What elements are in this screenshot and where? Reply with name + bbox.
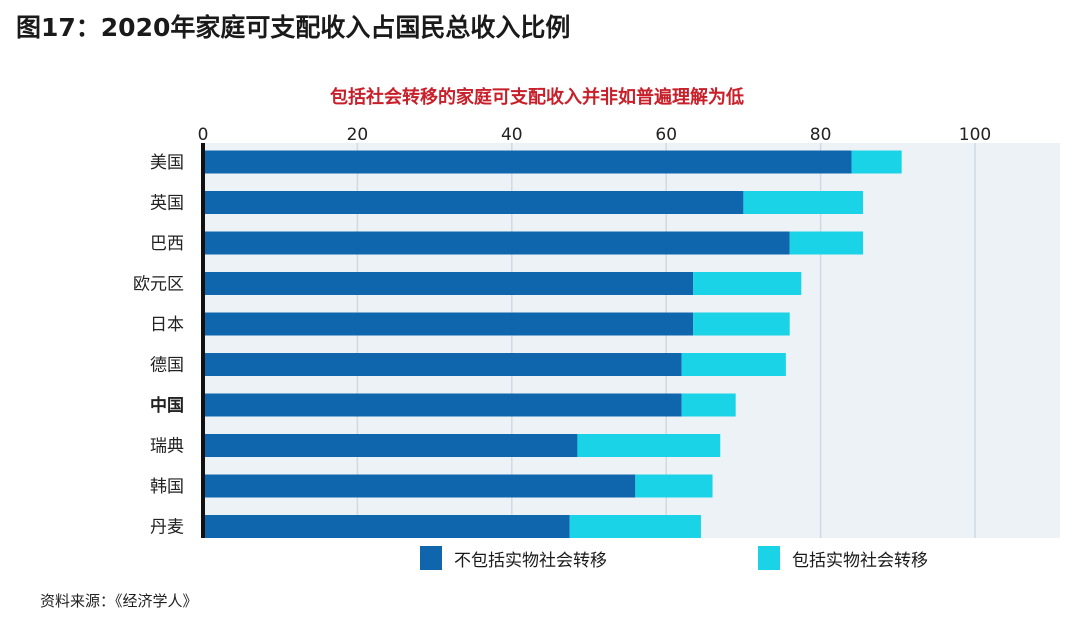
bar-excluding [203, 231, 790, 255]
category-label: 英国 [150, 194, 184, 214]
bar-including [693, 272, 802, 295]
source-note: 资料来源：《经济学人》 [40, 592, 198, 610]
chart-title: 包括社会转移的家庭可支配收入并非如普遍理解为低 [330, 87, 744, 108]
legend-swatch-including [758, 546, 780, 570]
bars [203, 150, 902, 538]
category-label: 德国 [150, 356, 184, 376]
bar-including [851, 150, 902, 174]
bar-excluding [203, 272, 694, 295]
x-tick-label: 80 [810, 125, 832, 145]
category-label: 韩国 [150, 477, 184, 497]
bar-excluding [203, 474, 636, 498]
bar-including [693, 312, 790, 336]
legend-label-including: 包括实物社会转移 [792, 550, 928, 571]
legend-label-excluding: 不包括实物社会转移 [454, 550, 607, 571]
bar-including [681, 353, 786, 376]
figure-title: 图17：2020年家庭可支配收入占国民总收入比例 [16, 13, 571, 42]
x-tick-label: 60 [655, 125, 677, 145]
bar-excluding [203, 434, 578, 457]
category-label: 瑞典 [150, 437, 184, 457]
x-axis-ticks: 0 20 40 60 80 100 [198, 125, 992, 145]
x-tick-label: 40 [501, 125, 523, 145]
legend-item-excluding: 不包括实物社会转移 [420, 545, 607, 571]
x-tick-label: 20 [347, 125, 369, 145]
bar-including [743, 191, 864, 214]
bar-including [577, 434, 721, 457]
bar-excluding [203, 312, 694, 336]
x-tick-label: 100 [959, 125, 991, 145]
bar-excluding [203, 515, 570, 538]
bar-excluding [203, 191, 744, 214]
category-label: 日本 [150, 315, 184, 335]
category-label: 丹麦 [150, 518, 184, 538]
category-label: 欧元区 [133, 275, 184, 295]
x-tick-label: 0 [198, 125, 209, 145]
category-label: 美国 [150, 153, 184, 173]
bar-including [569, 515, 701, 538]
bar-excluding [203, 353, 682, 376]
legend-swatch-excluding [420, 546, 442, 570]
bar-including [789, 231, 864, 255]
legend-item-including: 包括实物社会转移 [758, 545, 928, 571]
category-label: 巴西 [150, 234, 184, 254]
bar-including [635, 474, 713, 498]
category-label: 中国 [150, 395, 184, 416]
bar-including [681, 393, 736, 417]
bar-excluding [203, 150, 852, 174]
bar-excluding [203, 393, 682, 417]
